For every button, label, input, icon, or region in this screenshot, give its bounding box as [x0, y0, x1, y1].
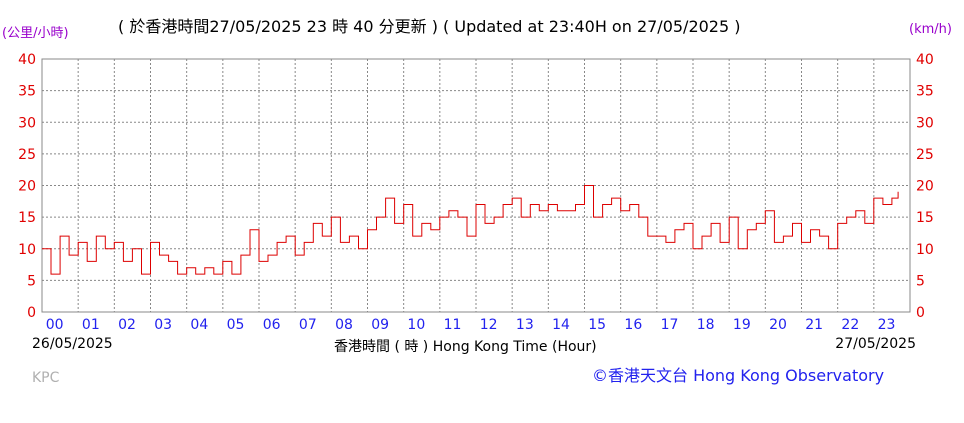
date-start-label: 26/05/2025	[32, 336, 113, 352]
x-tick-label: 06	[263, 317, 281, 333]
wind-speed-line	[42, 185, 899, 275]
x-tick-label: 19	[733, 317, 751, 333]
y-tick-label-left: 25	[18, 147, 36, 163]
y-tick-label-right: 20	[916, 179, 934, 195]
y-tick-label-right: 5	[916, 273, 925, 289]
y-tick-label-right: 30	[916, 115, 934, 131]
y-tick-label-left: 20	[18, 179, 36, 195]
x-tick-label: 15	[588, 317, 606, 333]
y-axis-ticks: 0 0 5 5 10 10 15 15 20 20 25 25 30 30 35 35 40 40	[18, 52, 934, 321]
y-tick-label-right: 25	[916, 147, 934, 163]
x-tick-label: 22	[841, 317, 859, 333]
y-tick-label-left: 30	[18, 115, 36, 131]
y-axis-unit-right: (km/h)	[909, 22, 952, 37]
x-tick-label: 04	[190, 317, 208, 333]
x-tick-label: 12	[480, 317, 498, 333]
x-tick-label: 17	[661, 317, 679, 333]
x-tick-label: 09	[371, 317, 389, 333]
x-tick-label: 23	[878, 317, 896, 333]
x-tick-label: 08	[335, 317, 353, 333]
update-timestamp: ( 於香港時間27/05/2025 23 時 40 分更新 ) ( Update…	[118, 17, 741, 36]
y-tick-label-right: 15	[916, 210, 934, 226]
x-tick-label: 03	[154, 317, 172, 333]
y-tick-label-left: 35	[18, 84, 36, 100]
x-axis-ticks: 00 01 02 03 04 05 06 07 08 09 10 11 12 13 14 15 16 17 18 19…	[46, 317, 896, 333]
x-tick-label: 11	[444, 317, 462, 333]
y-tick-label-right: 10	[916, 242, 934, 258]
x-tick-label: 10	[407, 317, 425, 333]
y-tick-label-left: 15	[18, 210, 36, 226]
x-tick-label: 01	[82, 317, 100, 333]
station-code: KPC	[32, 370, 60, 386]
y-tick-label-left: 0	[27, 305, 36, 321]
observatory-credit-link[interactable]: ©香港天文台 Hong Kong Observatory	[592, 366, 885, 385]
x-tick-label: 07	[299, 317, 317, 333]
x-axis-title: 香港時間 ( 時 ) Hong Kong Time (Hour)	[334, 339, 597, 355]
x-tick-label: 14	[552, 317, 570, 333]
y-axis-unit-left: (公里/小時)	[2, 26, 69, 41]
x-tick-label: 13	[516, 317, 534, 333]
y-tick-label-left: 5	[27, 273, 36, 289]
chart-frame	[41, 58, 911, 313]
x-tick-label: 21	[805, 317, 823, 333]
x-tick-label: 16	[624, 317, 642, 333]
plot-border	[41, 58, 911, 313]
x-tick-label: 20	[769, 317, 787, 333]
x-tick-label: 18	[697, 317, 715, 333]
date-end-label: 27/05/2025	[835, 336, 916, 352]
y-tick-label-left: 10	[18, 242, 36, 258]
y-tick-label-right: 35	[916, 84, 934, 100]
y-tick-label-right: 0	[916, 305, 925, 321]
x-tick-label: 00	[46, 317, 64, 333]
x-tick-label: 02	[118, 317, 136, 333]
x-tick-label: 05	[227, 317, 245, 333]
y-tick-label-right: 40	[916, 52, 934, 68]
y-tick-label-left: 40	[18, 52, 36, 68]
chart-grid	[42, 59, 910, 312]
